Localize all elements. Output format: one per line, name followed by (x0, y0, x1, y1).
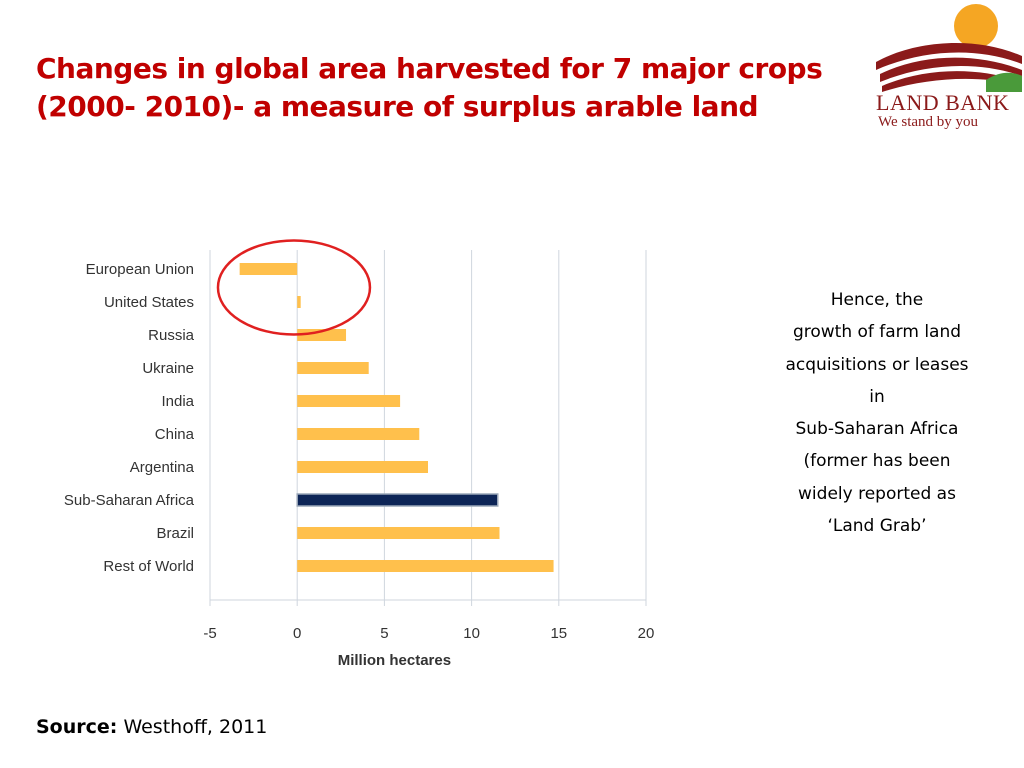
land-bank-logo (876, 4, 1022, 92)
logo-sun (954, 4, 998, 48)
bar-ukraine (297, 362, 369, 374)
logo-grass (986, 72, 1022, 92)
side-note-line: acquisitions or leases (785, 354, 969, 375)
bar-brazil (297, 527, 500, 539)
category-label: Rest of World (103, 558, 194, 575)
x-axis-title: Million hectares (338, 652, 451, 669)
x-tick-label: 10 (463, 625, 480, 642)
slide-title-line-1: Changes in global area harvested for 7 m… (36, 52, 823, 85)
category-label: European Union (86, 261, 194, 278)
category-label: Russia (148, 327, 195, 344)
bar-united-states (297, 296, 301, 308)
bar-argentina (297, 461, 428, 473)
side-note: Hence, the growth of farm land acquisiti… (740, 284, 1014, 542)
side-note-line: Hence, the (830, 290, 924, 310)
x-tick-label: -5 (203, 625, 216, 642)
slide-title: Changes in global area harvested for 7 m… (36, 50, 876, 126)
bar-china (297, 428, 420, 440)
bar-india (297, 395, 401, 407)
logo-field-stripes (876, 43, 1022, 70)
side-note-line: growth of farm land (792, 322, 962, 343)
category-label: Argentina (130, 459, 195, 476)
x-tick-label: 5 (380, 625, 388, 642)
category-label: India (161, 393, 194, 410)
category-label: Ukraine (142, 360, 194, 377)
side-note-line: in (869, 386, 885, 407)
category-label: Sub-Saharan Africa (64, 492, 195, 509)
x-tick-label: 20 (638, 625, 655, 642)
side-note-line: ‘Land Grab’ (827, 516, 927, 537)
source-value: Westhoff, 2011 (123, 716, 268, 738)
logo-name: LAND BANK (876, 90, 1010, 115)
side-note-line: (former has been (803, 451, 951, 472)
source-label: Source: (36, 716, 118, 738)
x-tick-label: 15 (550, 625, 567, 642)
logo-field-stripes-3 (882, 71, 1022, 92)
slide-title-line-2: (2000- 2010)- a measure of surplus arabl… (36, 89, 759, 123)
annotation-circle (216, 239, 372, 336)
category-label: United States (104, 294, 194, 311)
logo-tagline: We stand by you (878, 114, 979, 130)
bar-rest-of-world (297, 560, 554, 572)
logo-field-stripes-2 (880, 57, 1022, 82)
category-label: China (155, 426, 195, 443)
x-tick-label: 0 (293, 625, 301, 642)
side-note-line: widely reported as (798, 483, 956, 504)
bar-russia (297, 329, 347, 341)
side-note-line: Sub-Saharan Africa (795, 419, 959, 440)
bar-european-union (239, 263, 298, 275)
source-citation: Source: Westhoff, 2011 (36, 716, 267, 738)
category-label: Brazil (156, 525, 194, 542)
bar-sub-saharan-africa (296, 493, 499, 507)
